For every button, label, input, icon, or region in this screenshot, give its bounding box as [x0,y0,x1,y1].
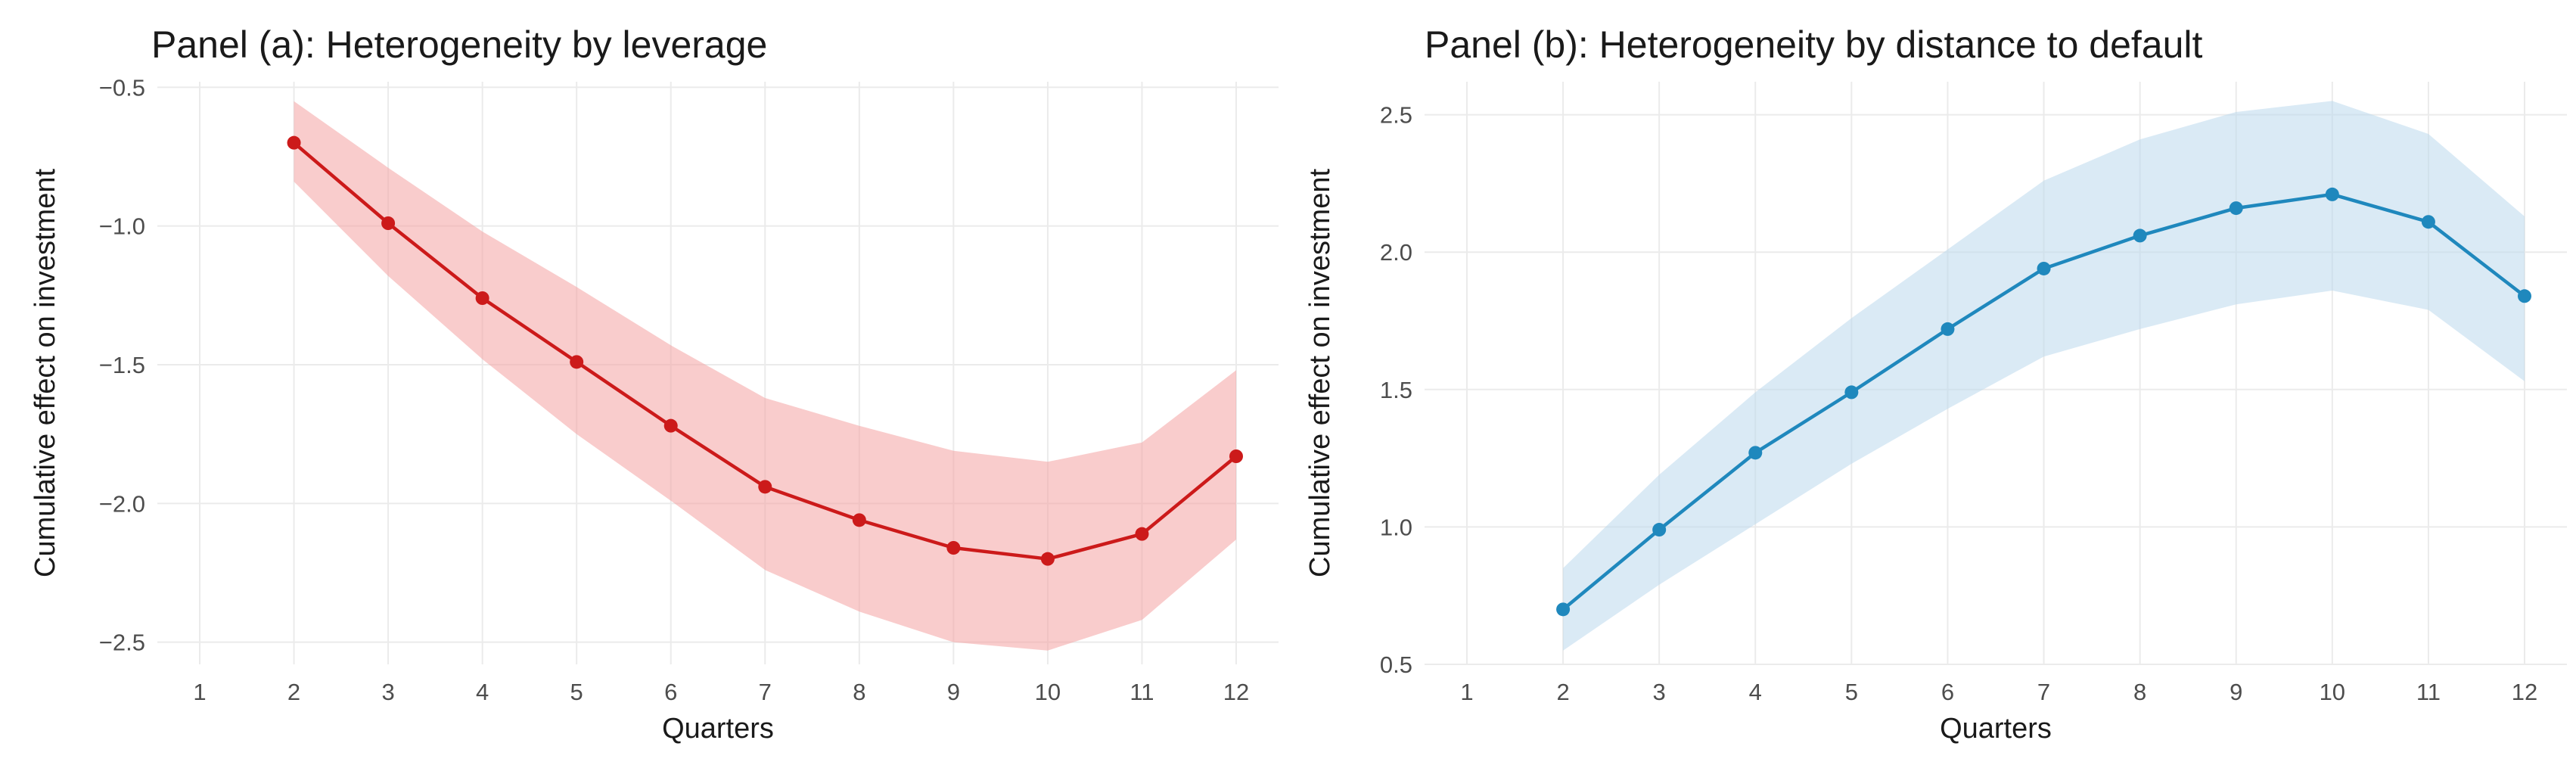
panel-b-confidence-band [1563,101,2525,651]
x-tick-label: 1 [193,679,206,705]
y-tick-label: −0.5 [99,74,145,101]
panel-a-data-point [663,418,678,433]
x-tick-label: 12 [2512,679,2537,705]
panel-b-plot: 1 2 3 4 5 6 7 8 9 10 11 120.51.01.52.02.5QuartersCu… [1304,82,2567,745]
panel-a-confidence-band [294,101,1236,651]
x-tick-label: 8 [2133,679,2146,705]
y-tick-label: −1.0 [99,213,145,240]
y-tick-label: 1.0 [1380,514,1412,540]
panel-b-data-point [2325,187,2339,201]
panel-b-title: Panel (b): Heterogeneity by distance to … [1425,23,2203,66]
x-tick-label: 7 [759,679,772,705]
x-tick-label: 5 [1845,679,1858,705]
panel-b-data-point [2133,229,2147,243]
panel-b-data-point [1556,602,1571,617]
panel-b-data-point [2518,289,2531,303]
panel-a-data-point [381,216,396,230]
panel-b-data-point [1941,322,1955,336]
panel-a-x-axis-title: Quarters [662,713,774,745]
panel-a-title: Panel (a): Heterogeneity by leverage [151,23,768,66]
y-tick-label: 1.5 [1380,377,1412,403]
panel-a-y-axis-title: Cumulative effect on investment [30,169,61,577]
y-tick-label: 2.0 [1380,239,1412,266]
x-tick-label: 4 [476,679,489,705]
panel-a-data-point [570,355,584,369]
x-tick-label: 9 [947,679,960,705]
y-tick-label: −2.0 [99,490,145,517]
panel-b-data-point [1844,385,1859,400]
panel-b-data-point [2229,201,2243,216]
x-tick-label: 10 [1035,679,1061,705]
x-tick-label: 11 [2416,679,2441,705]
panel-b-data-point [2421,215,2435,229]
y-tick-label: −1.5 [99,352,145,378]
panel-b-data-point [2037,261,2051,275]
panel-b-x-axis-title: Quarters [1940,713,2052,745]
x-tick-label: 12 [1223,679,1249,705]
x-tick-label: 7 [2037,679,2050,705]
panel-b-y-axis-title: Cumulative effect on investment [1304,169,1336,577]
y-tick-label: 0.5 [1380,651,1412,678]
panel-a-plot: 1 2 3 4 5 6 7 8 9 10 11 12−0.5−1.0−1.5−2.0−2.5Quart… [30,74,1279,745]
x-tick-label: 9 [2230,679,2242,705]
panel-b-data-point [1652,523,1667,537]
x-tick-label: 1 [1460,679,1473,705]
panel-a-data-point [287,135,301,150]
x-tick-label: 3 [1653,679,1666,705]
x-tick-label: 3 [381,679,394,705]
panel-b: Panel (b): Heterogeneity by distance to … [1288,0,2576,765]
panel-a-data-point [1135,527,1149,541]
x-tick-label: 11 [1130,679,1154,705]
x-tick-label: 10 [2320,679,2345,705]
x-tick-label: 6 [664,679,677,705]
panel-a-data-point [852,513,866,527]
panel-a-data-point [758,480,772,494]
panel-a-data-point [1229,449,1243,463]
x-tick-label: 5 [570,679,583,705]
x-tick-label: 2 [1556,679,1569,705]
y-tick-label: 2.5 [1380,102,1412,129]
x-tick-label: 8 [853,679,865,705]
x-tick-label: 2 [287,679,300,705]
panel-b-data-point [1748,446,1763,460]
panel-a-data-point [1040,552,1055,566]
panel-a-data-point [475,291,489,305]
x-tick-label: 4 [1749,679,1762,705]
x-tick-label: 6 [1941,679,1954,705]
y-tick-label: −2.5 [99,630,145,656]
panel-a-data-point [946,541,961,555]
